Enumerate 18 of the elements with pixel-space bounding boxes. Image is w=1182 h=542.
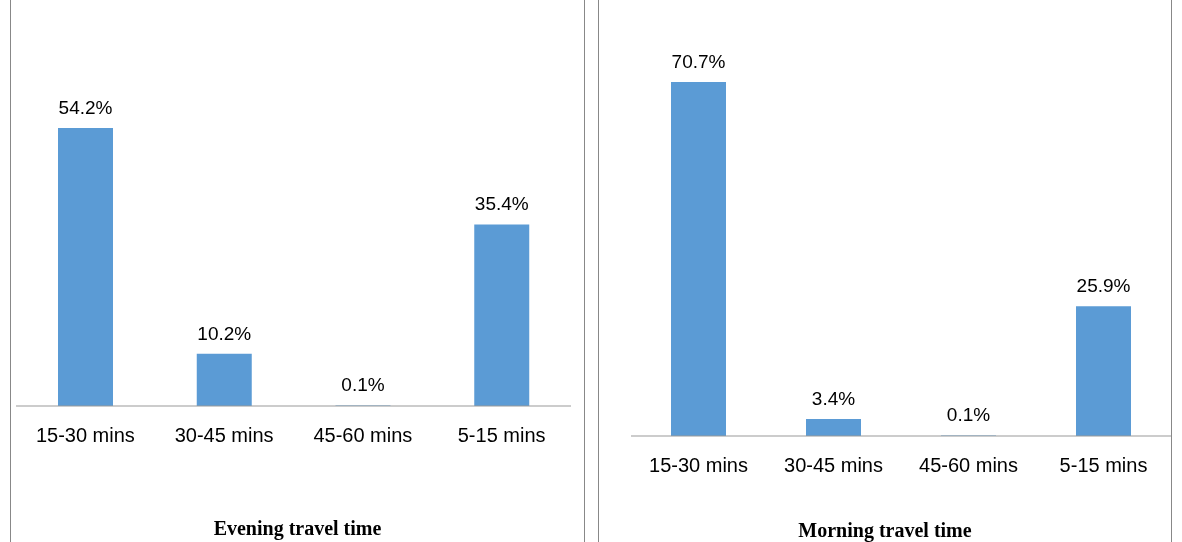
x-tick-label: 45-60 mins (313, 424, 413, 447)
x-tick-label: 15-30 mins (35, 424, 135, 447)
x-tick-label: 5-15 mins (457, 424, 546, 447)
data-label: 10.2% (197, 322, 252, 344)
data-label: 35.4% (474, 193, 529, 215)
data-label: 70.7% (671, 51, 726, 72)
x-tick-label: 45-60 mins (919, 454, 1018, 477)
x-tick-label: 15-30 mins (649, 454, 748, 477)
data-label: 3.4% (811, 387, 856, 409)
data-label: 0.1% (341, 374, 385, 396)
x-tick-label: 30-45 mins (784, 454, 883, 477)
text: Evening travel time (212, 517, 383, 540)
x-tick-label: 30-45 mins (174, 424, 274, 447)
data-label: 25.9% (1076, 275, 1131, 297)
x-tick-label: 5-15 mins (1059, 454, 1148, 477)
data-label: 54.2% (58, 97, 113, 118)
data-label: 0.1% (946, 404, 991, 426)
text: Morning travel time (797, 519, 973, 542)
